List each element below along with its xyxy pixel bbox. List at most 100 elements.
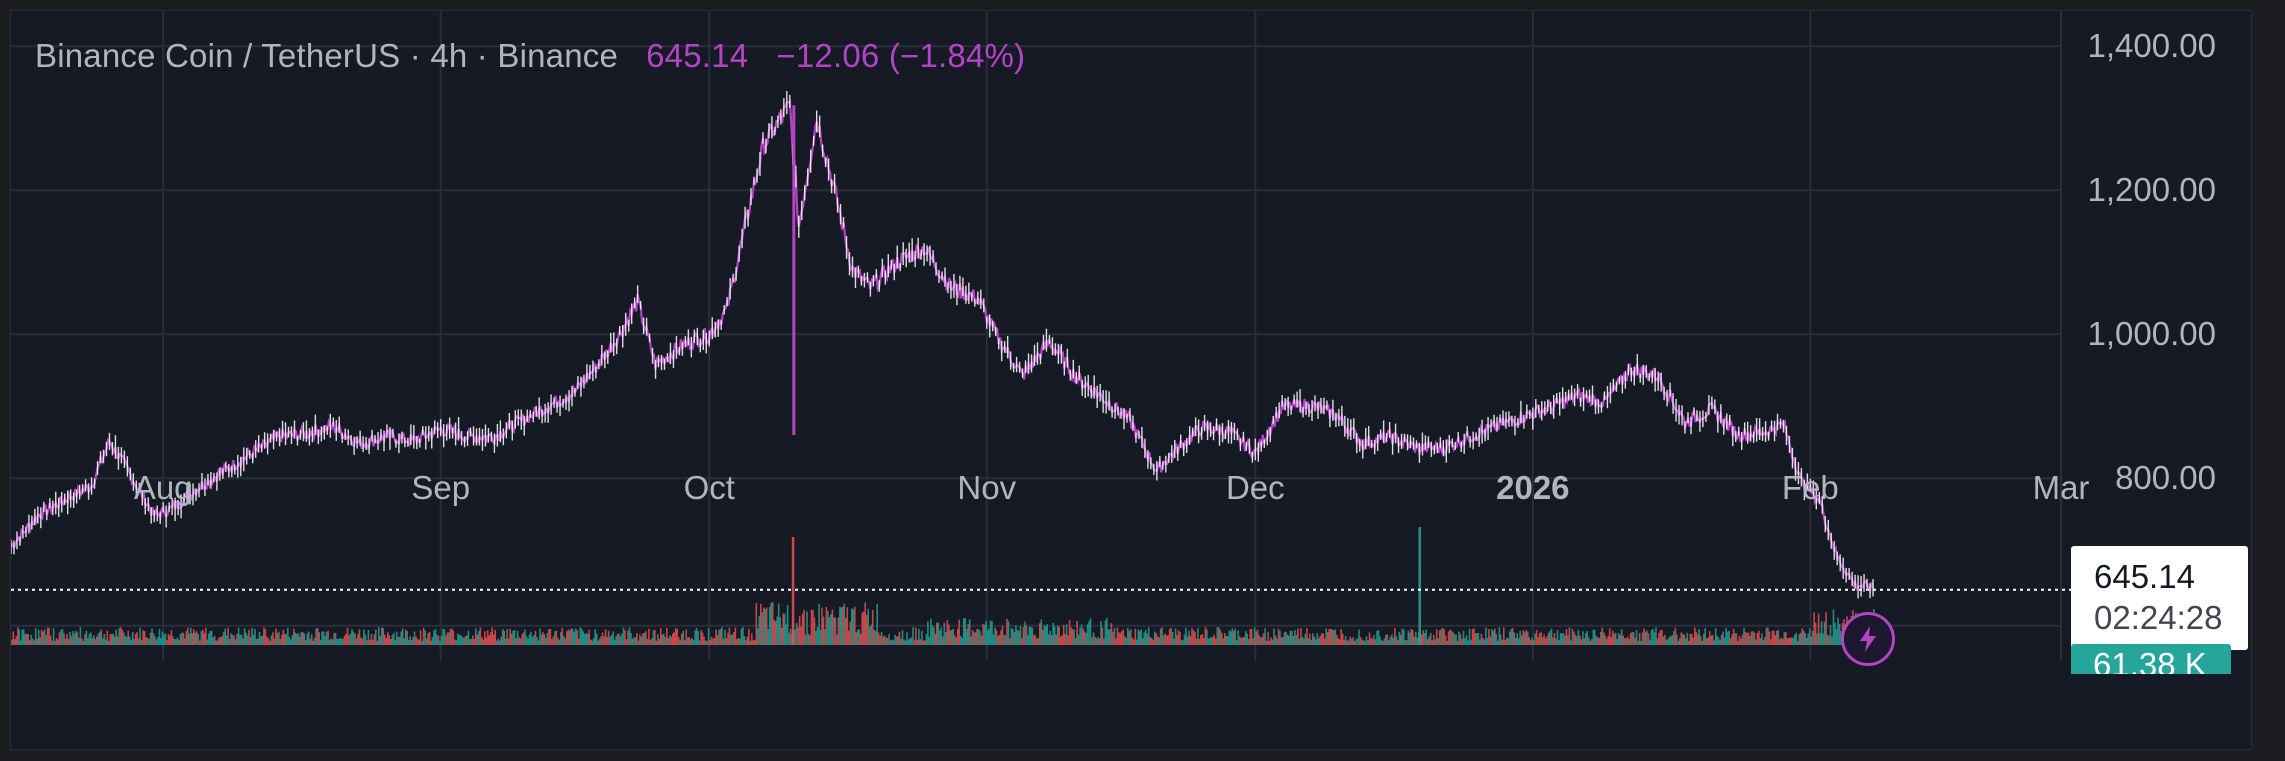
volume-bar (169, 635, 171, 645)
volume-bar (677, 636, 680, 645)
volume-bar (1717, 637, 1720, 645)
volume-bar (242, 638, 244, 645)
volume-bar (1091, 637, 1093, 645)
volume-bar (28, 640, 31, 645)
volume-bar (1658, 632, 1660, 645)
volume-bar (824, 629, 826, 645)
volume-bar (672, 633, 674, 645)
exchange-label: Binance (497, 37, 619, 74)
volume-bar (58, 632, 61, 645)
volume-bar (1765, 627, 1768, 645)
volume-bar (627, 630, 629, 645)
volume-bar (979, 630, 981, 645)
volume-bar (97, 633, 100, 645)
volume-bar (422, 627, 425, 645)
volume-bar (1511, 628, 1514, 645)
symbol-name[interactable]: Binance Coin / TetherUS (35, 37, 401, 74)
volume-bar (898, 631, 901, 645)
chart-panel[interactable]: 1,400.00 1,200.00 1,000.00 800.00 Aug Sep Oct… (10, 10, 2252, 750)
separator: · (400, 37, 431, 74)
volume-bar (1671, 635, 1674, 645)
volume-bar (557, 637, 559, 645)
volume-bar (1544, 638, 1547, 645)
volume-bar (1094, 636, 1096, 645)
volume-bar (1206, 629, 1208, 645)
volume-bar (560, 632, 562, 645)
volume-bar (865, 614, 868, 645)
volume-bar (669, 635, 671, 645)
volume-bar (585, 633, 587, 645)
volume-bar (49, 635, 52, 645)
time-axis[interactable]: Aug Sep Oct Nov Dec 2026 Feb Mar (134, 469, 2090, 506)
volume-bar (1022, 627, 1025, 645)
volume-bar (1755, 639, 1757, 645)
volume-bar (786, 605, 789, 645)
volume-bar (1198, 638, 1201, 645)
volume-bar (1523, 632, 1526, 645)
volume-bar (1662, 636, 1665, 645)
lightning-icon[interactable] (1841, 612, 1895, 666)
volume-bar (533, 635, 535, 645)
volume-bar (760, 603, 762, 645)
volume-bar (1043, 625, 1046, 645)
volume-bar (1047, 634, 1050, 645)
volume-bar (667, 638, 670, 645)
volume-bar (1097, 636, 1099, 645)
volume-bar (149, 632, 152, 645)
volume-bar (891, 639, 893, 645)
interval-label[interactable]: 4h (430, 37, 468, 74)
volume-bar (1321, 633, 1323, 645)
volume-bar (1607, 636, 1609, 645)
chart-canvas[interactable]: 1,400.00 1,200.00 1,000.00 800.00 Aug Sep Oct… (11, 11, 2252, 750)
time-tick-label: Mar (2033, 469, 2090, 506)
volume-bar (1543, 634, 1545, 645)
volume-bar (134, 633, 137, 645)
volume-bar (621, 633, 623, 645)
volume-bar (940, 627, 943, 645)
price-axis[interactable]: 1,400.00 1,200.00 1,000.00 800.00 (2088, 27, 2216, 496)
volume-bar (983, 624, 986, 645)
volume-bar (578, 638, 580, 645)
volume-bar (880, 631, 883, 645)
volume-bar (1412, 630, 1414, 645)
volume-bar (363, 629, 365, 645)
volume-bar (962, 618, 965, 645)
volume-bar (1619, 634, 1621, 645)
volume-bar (343, 635, 346, 645)
volume-bar (113, 636, 116, 645)
volume-bar (1298, 638, 1301, 645)
volume-bar (776, 616, 778, 645)
volume-bar (128, 636, 131, 645)
volume-bar (170, 630, 173, 645)
volume-bar (700, 630, 702, 645)
volume-bar (1279, 630, 1281, 645)
volume-bar (558, 639, 561, 645)
volume-bar (1331, 629, 1333, 645)
volume-bar (1589, 640, 1592, 645)
volume-bar (737, 638, 740, 645)
volume-bar (1344, 635, 1347, 645)
volume-bar (640, 636, 643, 645)
volume-bar (1404, 639, 1407, 645)
volume-bar (980, 635, 983, 645)
volume-bar (839, 606, 841, 645)
volume-bar (763, 607, 765, 645)
volume-bar (1692, 637, 1695, 645)
volume-bar (1750, 631, 1753, 645)
volume-bar (203, 633, 206, 645)
volume-bar (81, 638, 83, 645)
volume-bar (1476, 633, 1478, 645)
volume-bar (1203, 637, 1205, 645)
volume-bar (237, 627, 240, 645)
volume-bar (410, 640, 413, 645)
volume-bar (281, 634, 283, 645)
volume-bar (1162, 635, 1165, 645)
volume-bar (664, 637, 667, 645)
volume-bar (157, 637, 159, 645)
volume-bar (1188, 630, 1190, 645)
volume-bar (1605, 638, 1608, 645)
volume-bar (834, 617, 837, 645)
volume-bar (830, 614, 832, 645)
volume-bar (1579, 635, 1581, 645)
volume-bar (809, 635, 811, 645)
